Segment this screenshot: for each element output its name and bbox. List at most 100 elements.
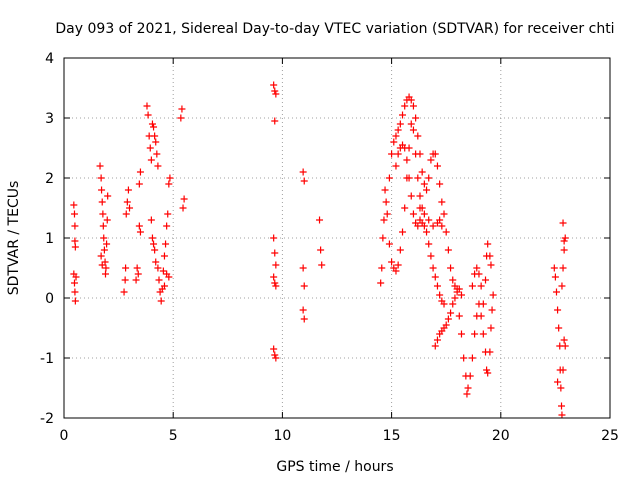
data-point bbox=[300, 282, 308, 290]
data-point bbox=[399, 228, 407, 236]
data-point bbox=[271, 117, 279, 125]
data-point bbox=[554, 306, 562, 314]
data-point bbox=[560, 246, 568, 254]
data-point bbox=[484, 240, 492, 248]
data-point bbox=[390, 138, 398, 146]
data-point bbox=[151, 132, 159, 140]
data-point bbox=[151, 246, 159, 254]
data-point bbox=[157, 297, 165, 305]
data-point bbox=[559, 366, 567, 374]
data-point bbox=[378, 264, 386, 272]
data-point bbox=[401, 102, 409, 110]
data-point bbox=[429, 264, 437, 272]
data-point bbox=[153, 150, 161, 158]
data-point bbox=[98, 186, 106, 194]
data-point bbox=[484, 369, 492, 377]
data-point bbox=[436, 216, 444, 224]
data-point bbox=[463, 390, 471, 398]
data-point bbox=[180, 195, 188, 203]
data-point bbox=[557, 384, 565, 392]
data-point bbox=[133, 264, 141, 272]
data-point bbox=[270, 81, 278, 89]
data-point bbox=[96, 162, 104, 170]
data-point bbox=[70, 201, 78, 209]
data-point bbox=[447, 264, 455, 272]
data-point bbox=[300, 177, 308, 185]
tick-labels: 0 5 10 15 20 25 -2 -1 0 1 2 3 4 bbox=[40, 51, 619, 444]
data-point bbox=[385, 174, 393, 182]
data-point bbox=[154, 162, 162, 170]
data-point bbox=[154, 264, 162, 272]
data-point bbox=[146, 144, 154, 152]
data-point bbox=[431, 150, 439, 158]
data-point bbox=[444, 246, 452, 254]
data-point bbox=[71, 243, 79, 251]
data-point bbox=[160, 252, 168, 260]
data-points bbox=[70, 81, 569, 419]
data-point bbox=[143, 102, 151, 110]
data-point bbox=[270, 345, 278, 353]
data-point bbox=[144, 111, 152, 119]
data-point bbox=[271, 279, 279, 287]
data-point bbox=[466, 372, 474, 380]
data-point bbox=[396, 246, 404, 254]
data-point bbox=[433, 282, 441, 290]
data-point bbox=[104, 192, 112, 200]
data-point bbox=[416, 192, 424, 200]
data-point bbox=[155, 276, 163, 284]
y-axis-label: SDTVAR / TECUs bbox=[6, 181, 22, 296]
y-tick-label: -2 bbox=[40, 411, 54, 427]
data-point bbox=[551, 273, 559, 281]
data-point bbox=[427, 156, 435, 164]
data-point bbox=[134, 270, 142, 278]
data-point bbox=[150, 123, 158, 131]
data-point bbox=[427, 252, 435, 260]
data-point bbox=[420, 222, 428, 230]
data-point bbox=[299, 168, 307, 176]
data-point bbox=[377, 279, 385, 287]
data-point bbox=[148, 120, 156, 128]
data-point bbox=[486, 348, 494, 356]
data-point bbox=[126, 204, 134, 212]
data-point bbox=[392, 132, 400, 140]
data-point bbox=[120, 288, 128, 296]
data-point bbox=[272, 90, 280, 98]
data-point bbox=[457, 291, 465, 299]
data-point bbox=[71, 288, 79, 296]
data-point bbox=[401, 204, 409, 212]
data-point bbox=[407, 120, 415, 128]
data-point bbox=[447, 309, 455, 317]
data-point bbox=[316, 216, 324, 224]
data-point bbox=[486, 252, 494, 260]
data-point bbox=[72, 273, 80, 281]
data-point bbox=[414, 222, 422, 230]
y-tick-label: 1 bbox=[45, 231, 54, 247]
data-point bbox=[552, 288, 560, 296]
data-point bbox=[561, 234, 569, 242]
data-point bbox=[382, 198, 390, 206]
y-tick-label: 0 bbox=[45, 291, 54, 307]
data-point bbox=[124, 186, 132, 194]
data-point bbox=[431, 342, 439, 350]
data-point bbox=[423, 186, 431, 194]
data-point bbox=[403, 156, 411, 164]
data-point bbox=[165, 273, 173, 281]
data-point bbox=[317, 246, 325, 254]
data-point bbox=[150, 240, 158, 248]
y-tick-label: 4 bbox=[45, 51, 54, 67]
data-point bbox=[71, 222, 79, 230]
data-point bbox=[558, 402, 566, 410]
data-point bbox=[468, 354, 476, 362]
data-point bbox=[71, 297, 79, 305]
data-point bbox=[99, 222, 107, 230]
data-point bbox=[407, 192, 415, 200]
data-point bbox=[159, 267, 167, 275]
data-point bbox=[148, 234, 156, 242]
data-point bbox=[409, 126, 417, 134]
data-point bbox=[431, 273, 439, 281]
data-point bbox=[451, 294, 459, 302]
data-point bbox=[433, 162, 441, 170]
data-point bbox=[449, 300, 457, 308]
data-point bbox=[132, 276, 140, 284]
data-point bbox=[479, 300, 487, 308]
